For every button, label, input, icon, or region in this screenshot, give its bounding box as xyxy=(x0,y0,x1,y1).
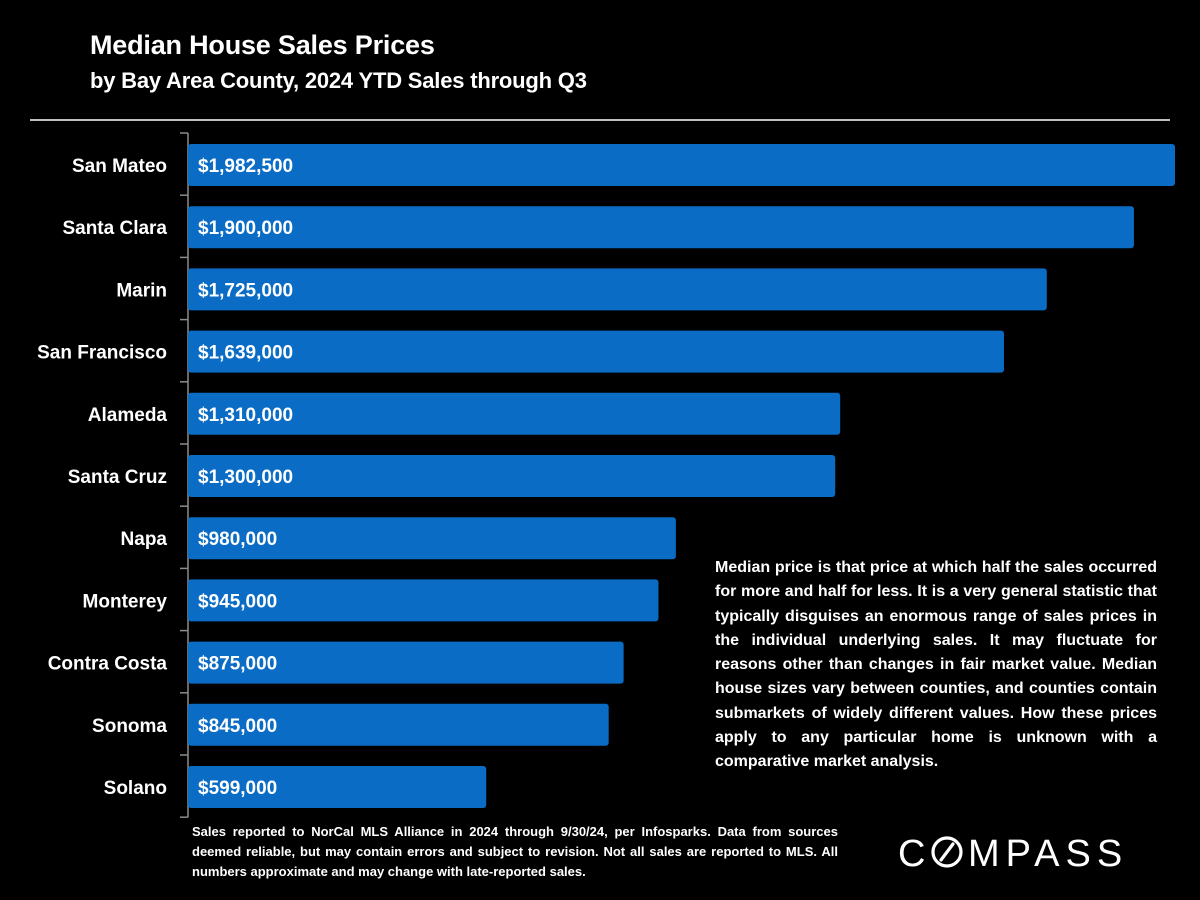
category-label: Santa Cruz xyxy=(68,467,167,488)
bar xyxy=(188,206,1134,249)
bar-value-label: $1,725,000 xyxy=(198,280,293,301)
compass-logo: C MPASS xyxy=(898,830,1158,884)
bar xyxy=(188,144,1175,186)
category-label: Sonoma xyxy=(92,716,167,737)
bar-group: $1,725,000 Marin xyxy=(116,268,1047,311)
bar-value-label: $599,000 xyxy=(198,778,277,799)
bar xyxy=(188,392,841,435)
bar xyxy=(188,766,487,808)
bar-value-label: $1,900,000 xyxy=(198,218,293,239)
bar xyxy=(188,579,659,622)
category-label: Alameda xyxy=(88,405,168,426)
chart-subtitle: by Bay Area County, 2024 YTD Sales throu… xyxy=(90,68,587,93)
bar-group: $1,310,000 Alameda xyxy=(88,392,841,435)
bar-value-label: $1,310,000 xyxy=(198,405,293,426)
bar xyxy=(188,455,836,497)
bar-group: $980,000 Napa xyxy=(121,517,676,560)
category-label: San Francisco xyxy=(37,343,167,364)
compass-o-glyph xyxy=(931,836,963,868)
bar xyxy=(188,268,1047,311)
bar-value-label: $1,639,000 xyxy=(198,343,293,364)
compass-logo-icon: C MPASS xyxy=(898,833,1128,875)
bar-value-label: $845,000 xyxy=(198,716,277,737)
category-label: Monterey xyxy=(83,591,168,612)
bar-value-label: $875,000 xyxy=(198,654,277,675)
bar-value-label: $945,000 xyxy=(198,591,277,612)
category-label: Napa xyxy=(121,529,168,550)
bar-group: $1,639,000 San Francisco xyxy=(37,330,1004,373)
bar xyxy=(188,517,676,560)
bar xyxy=(188,703,609,746)
bar-group: $1,982,500 San Mateo xyxy=(72,144,1175,186)
bar-value-label: $1,300,000 xyxy=(198,467,293,488)
chart-title: Median House Sales Prices xyxy=(90,30,435,60)
median-price-note: Median price is that price at which half… xyxy=(715,559,1157,771)
bar-group: $875,000 Contra Costa xyxy=(48,641,624,684)
bar-group: $1,900,000 Santa Clara xyxy=(62,206,1134,249)
bar-group: $845,000 Sonoma xyxy=(92,703,609,746)
category-label: Contra Costa xyxy=(48,654,168,675)
bar-group: $1,300,000 Santa Cruz xyxy=(68,455,836,497)
bar-group: $599,000 Solano xyxy=(104,766,487,808)
bar xyxy=(188,330,1004,373)
title-divider xyxy=(30,119,1170,121)
bar xyxy=(188,641,624,684)
category-label: Santa Clara xyxy=(62,218,167,239)
compass-logo-text-rest: MPASS xyxy=(968,833,1128,874)
category-label: Solano xyxy=(104,778,167,799)
category-label: San Mateo xyxy=(72,156,167,177)
source-footnote: Sales reported to NorCal MLS Alliance in… xyxy=(192,824,838,879)
category-label: Marin xyxy=(116,280,167,301)
compass-logo-text: C xyxy=(898,833,931,874)
bar-group: $945,000 Monterey xyxy=(83,579,659,622)
bar-value-label: $980,000 xyxy=(198,529,277,550)
bar-value-label: $1,982,500 xyxy=(198,156,293,177)
